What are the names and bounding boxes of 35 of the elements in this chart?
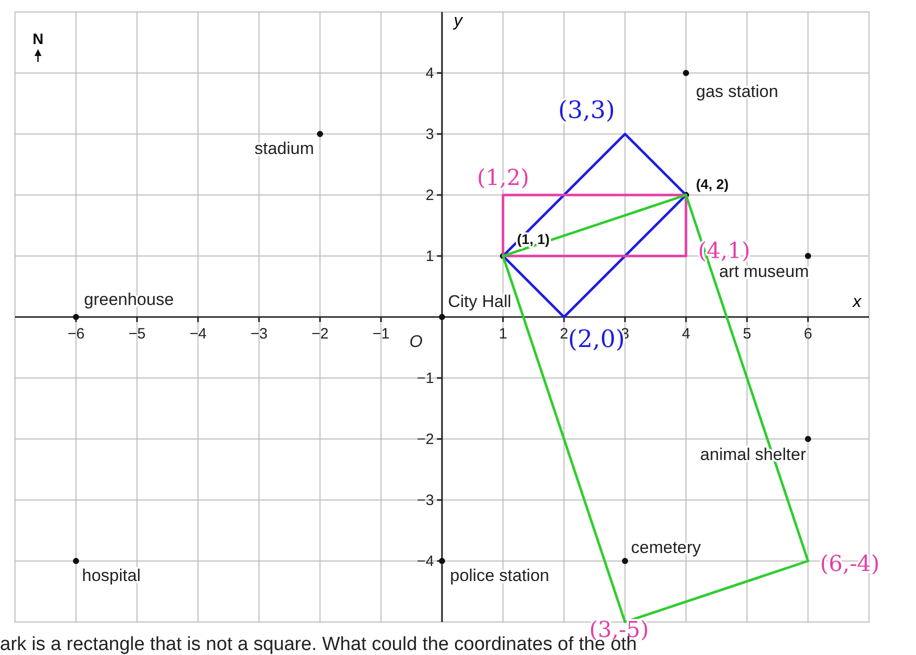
annotation: stadium: [254, 139, 314, 158]
annotation: N: [32, 31, 44, 48]
annotation: (4, 2): [696, 176, 729, 192]
x-tick-label: 2: [560, 326, 568, 342]
x-tick-label: 4: [682, 326, 690, 342]
y-tick-label: −3: [416, 492, 434, 509]
x-axis-title: x: [852, 292, 862, 311]
y-tick-label: −2: [416, 430, 434, 448]
annotation: hospital: [82, 566, 141, 585]
y-tick-label: 4: [426, 64, 434, 82]
y-tick-label: 3: [426, 126, 434, 143]
annotation: police station: [450, 566, 550, 585]
annotation: (1,2): [477, 166, 530, 191]
y-axis-title: y: [452, 11, 464, 30]
annotation: cemetery: [631, 538, 702, 557]
x-tick-label: −1: [372, 326, 390, 342]
x-tick-label: 1: [498, 326, 508, 342]
y-tick-label: −1: [416, 370, 434, 387]
annotation: (3,3): [558, 96, 615, 124]
y-tick-label: −4: [416, 552, 434, 570]
annotation: O: [409, 332, 423, 351]
x-tick-label: −6: [67, 326, 85, 342]
annotation: City Hall: [448, 292, 512, 311]
annotation: art museum: [719, 262, 809, 281]
x-tick-label: −4: [189, 326, 207, 342]
y-tick-label: 2: [426, 186, 434, 204]
x-tick-label: 5: [742, 326, 752, 342]
y-tick-label: 1: [426, 248, 434, 265]
x-tick-label: 6: [804, 326, 812, 342]
annotation: (6,-4): [820, 552, 880, 577]
annotation: gas station: [696, 82, 778, 101]
x-tick-label: −3: [250, 326, 268, 342]
x-tick-label: −5: [128, 326, 146, 342]
x-tick-label: −2: [311, 326, 329, 342]
annotation: greenhouse: [84, 290, 174, 309]
